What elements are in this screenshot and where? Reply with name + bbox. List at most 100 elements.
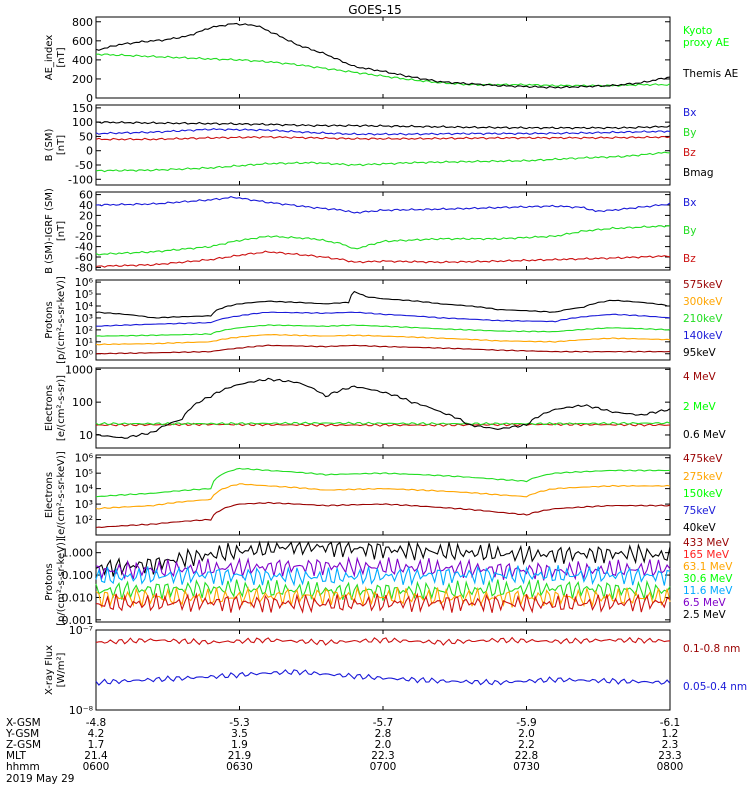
x-row-value: 22.3 bbox=[371, 750, 394, 762]
y-tick-label: 0.001 bbox=[62, 614, 94, 627]
y-tick-label: 10⁰ bbox=[75, 348, 94, 361]
x-row-value: -5.3 bbox=[229, 717, 250, 729]
y-tick-label: -20 bbox=[75, 230, 93, 243]
y-tick-label: 600 bbox=[72, 35, 93, 48]
y-tick-label: 10⁴ bbox=[75, 300, 94, 313]
y-axis-label: Protons bbox=[44, 563, 55, 600]
legend-entry: 95keV bbox=[683, 347, 717, 359]
y-tick-label: 10⁴ bbox=[75, 483, 94, 496]
legend-entry: Themis AE bbox=[682, 68, 738, 80]
y-axis-label: Electrons bbox=[44, 385, 55, 431]
x-row-value: -4.8 bbox=[86, 717, 107, 729]
x-row-value: -5.9 bbox=[516, 717, 537, 729]
y-tick-label: 0.100 bbox=[62, 569, 94, 582]
legend-entry: 575keV bbox=[683, 279, 723, 291]
legend-entry: 150keV bbox=[683, 488, 723, 500]
y-tick-label: 200 bbox=[72, 73, 93, 86]
panel-frame bbox=[95, 454, 671, 536]
y-tick-label: 1000 bbox=[65, 363, 93, 376]
x-row-value: 0800 bbox=[657, 761, 684, 773]
y-axis-label: [e/(cm²-s-sr)] bbox=[56, 375, 67, 441]
legend-entry: 63.1 MeV bbox=[683, 561, 733, 573]
x-row-value: 21.9 bbox=[228, 750, 251, 762]
y-tick-label: 800 bbox=[72, 16, 93, 29]
x-row-value: -5.7 bbox=[373, 717, 394, 729]
x-row-value: -6.1 bbox=[660, 717, 681, 729]
y-tick-label: 40 bbox=[79, 199, 93, 212]
y-tick-label: 10⁶ bbox=[75, 276, 94, 289]
y-tick-label: 0 bbox=[86, 92, 93, 105]
series-line-bx bbox=[95, 128, 671, 136]
y-axis-label: [W/m²] bbox=[56, 652, 67, 687]
x-row-value: 1.9 bbox=[231, 739, 248, 751]
x-row-value: 22.8 bbox=[515, 750, 538, 762]
y-tick-label: 50 bbox=[79, 130, 93, 143]
x-row-label: X-GSM bbox=[6, 717, 41, 729]
series-line-bz bbox=[95, 250, 671, 268]
legend-entry: 0.05-0.4 nm bbox=[683, 681, 747, 693]
series-line-475kev bbox=[95, 467, 671, 498]
legend-entry: 300keV bbox=[683, 296, 723, 308]
series-line-bx bbox=[95, 196, 671, 214]
series-line-150kev bbox=[95, 501, 671, 529]
y-axis-label: [nT] bbox=[56, 135, 67, 155]
legend-entry: 140keV bbox=[683, 330, 723, 342]
series-line-165-mev bbox=[95, 556, 671, 581]
y-tick-label: 60 bbox=[79, 189, 93, 202]
legend-entry: 0.1-0.8 nm bbox=[683, 643, 740, 655]
legend-entry: 0.6 MeV bbox=[683, 429, 727, 441]
y-axis-label: Protons bbox=[44, 301, 55, 338]
y-tick-label: 150 bbox=[72, 102, 93, 115]
y-axis-label: [p/(cm²-s-sr-keV)] bbox=[56, 276, 67, 364]
y-tick-label: 400 bbox=[72, 54, 93, 67]
x-axis-table: X-GSM -4.8 -5.3 -5.7 -5.9 -6.1Y-GSM 4.2 3.5 2.8 2… bbox=[5, 717, 683, 785]
series-line-2-mev bbox=[95, 421, 671, 426]
x-row-label: Z-GSM bbox=[6, 739, 41, 751]
x-row-label: MLT bbox=[6, 750, 26, 762]
legend-entry: Bz bbox=[683, 253, 696, 265]
series-line-210kev bbox=[95, 324, 671, 337]
series-line-11-6-mev bbox=[95, 579, 671, 601]
series-line-300kev bbox=[95, 334, 671, 346]
x-row-value: 0730 bbox=[513, 761, 540, 773]
y-tick-label: 10² bbox=[75, 324, 93, 337]
legend-entry: 75keV bbox=[683, 505, 717, 517]
y-tick-label: 10³ bbox=[75, 312, 93, 325]
legend-entry: Bmag bbox=[683, 167, 714, 179]
legend-entry: 4 MeV bbox=[683, 371, 717, 383]
y-tick-label: 10⁵ bbox=[75, 467, 93, 480]
x-row-value: 1.2 bbox=[662, 728, 679, 740]
series-line-themis-ae bbox=[95, 22, 671, 89]
y-tick-label: 10⁶ bbox=[75, 452, 94, 465]
y-tick-label: -60 bbox=[75, 251, 93, 264]
series-line-6-5-mev bbox=[95, 592, 671, 614]
legend-entry: 2.5 MeV bbox=[683, 609, 727, 621]
legend-entry: 165 MeV bbox=[683, 549, 730, 561]
y-tick-label: 10² bbox=[75, 514, 93, 527]
y-tick-label: 100 bbox=[72, 396, 93, 409]
y-axis-label: [e/(cm²-s-sr-keV)] bbox=[56, 451, 67, 539]
legend-entry: By bbox=[683, 225, 696, 237]
y-tick-label: 10³ bbox=[75, 498, 93, 511]
x-row-value: 2.3 bbox=[662, 739, 679, 751]
series-line-95kev bbox=[95, 290, 671, 319]
panel-6: 10² 10³ 10⁴ 10⁵ 10⁶ Electrons [e/(cm²-s-sr-keV… bbox=[44, 451, 723, 539]
x-row-value: 3.5 bbox=[231, 728, 248, 740]
y-tick-label: 0 bbox=[86, 220, 93, 233]
figure-title: GOES-15 bbox=[348, 3, 402, 17]
series-line-by bbox=[95, 225, 671, 256]
y-tick-label: -80 bbox=[75, 261, 93, 274]
legend-entry: 30.6 MeV bbox=[683, 573, 733, 585]
y-tick-label: 10⁵ bbox=[75, 288, 93, 301]
series-line-575kev bbox=[95, 344, 671, 355]
y-tick-label: 10 bbox=[79, 429, 93, 442]
series-line-0-05-0-4-nm bbox=[95, 669, 671, 686]
date-label: 2019 May 29 bbox=[6, 773, 74, 785]
x-row-value: 21.4 bbox=[84, 750, 108, 762]
legend-entry: Kyoto bbox=[683, 25, 712, 37]
y-axis-label: B (SM) bbox=[44, 128, 55, 161]
legend-entry: 11.6 MeV bbox=[683, 585, 733, 597]
